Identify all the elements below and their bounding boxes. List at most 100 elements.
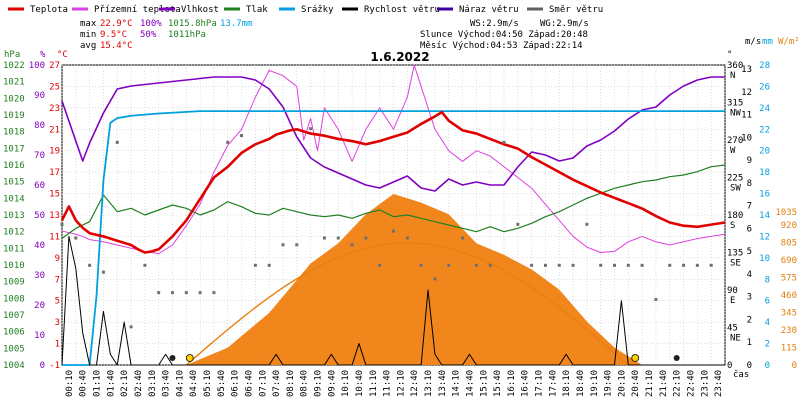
hpa-tick-label: 1014 (3, 194, 25, 204)
dir-tick-label: 135 (727, 249, 743, 259)
x-tick-label: 21:40 (659, 370, 669, 397)
dir-tick-label: 0 (727, 361, 732, 371)
stat-min-press: 1011hPa (168, 30, 206, 40)
stat-avg-temp: 15.4°C (100, 41, 133, 51)
legend: Teplota Přízemní teplota Vlhkost Tlak Srážky… (8, 5, 603, 15)
x-tick-label: 13:40 (438, 370, 448, 397)
pct-axis-label: % (40, 50, 46, 60)
x-tick-label: 17:10 (535, 370, 545, 397)
x-tick-label: 18:40 (576, 370, 586, 397)
wind-direction-point (461, 236, 465, 240)
ms-tick-label: 0 (765, 361, 770, 371)
wm2-tick-label: 690 (781, 256, 797, 266)
wind-direction-point (295, 243, 299, 247)
hpa-tick-label: 1008 (3, 294, 25, 304)
x-tick-label: 23:10 (700, 370, 710, 397)
legend-label: Přízemní teplota (94, 5, 181, 15)
ms-tick-label: 2 (765, 340, 770, 350)
ms-tick-label: 4 (765, 318, 770, 328)
hpa-tick-label: 1013 (3, 211, 25, 221)
wind-direction-point (419, 263, 423, 267)
x-tick-label: 09:10 (314, 370, 324, 397)
ms-tick-label: 26 (759, 82, 770, 92)
pct-tick-label: 20 (34, 301, 45, 311)
mm-tick-label: 6 (747, 224, 752, 234)
wind-direction-point (668, 263, 672, 267)
hpa-tick-label: 1017 (3, 144, 25, 154)
hpa-tick-label: 1004 (3, 361, 25, 371)
wind-direction-point (599, 263, 603, 267)
pct-tick-label: 40 (34, 241, 45, 251)
stat-max-rain: 13.7mm (220, 19, 253, 29)
sunrise-marker (185, 354, 194, 362)
wind-direction-point (115, 140, 119, 144)
moonrise-marker (169, 355, 176, 361)
temp-tick-label: 25 (49, 82, 60, 92)
temp-axis-label: °C (57, 50, 68, 60)
mm-tick-label: 1 (747, 338, 752, 348)
wm2-tick-label: 115 (781, 344, 797, 354)
x-tick-label: 12:10 (396, 370, 406, 397)
x-tick-label: 10:10 (341, 370, 351, 397)
wind-direction-point (640, 263, 644, 267)
x-tick-label: 00:40 (79, 370, 89, 397)
wind-direction-point (378, 263, 382, 267)
wm2-tick-label: 460 (781, 291, 797, 301)
x-tick-label: 22:40 (686, 370, 696, 397)
temp-tick-label: 21 (49, 125, 60, 135)
dir-tick-label: N (730, 71, 735, 81)
stat-moon: Měsíc Východ:04:53 Západ:22:14 (420, 41, 583, 51)
temp-tick-label: 5 (55, 297, 60, 307)
hpa-tick-label: 1007 (3, 311, 25, 321)
temp-tick-label: 11 (49, 232, 60, 242)
wind-direction-point (543, 263, 547, 267)
hpa-tick-label: 1022 (3, 61, 25, 71)
x-tick-label: 08:10 (286, 370, 296, 397)
wind-direction-point (530, 263, 534, 267)
wind-direction-point (253, 263, 257, 267)
x-tick-label: 12:40 (410, 370, 420, 397)
x-tick-label: 09:40 (327, 370, 337, 397)
dir-tick-label: 315 (727, 99, 743, 109)
mm-tick-label: 8 (747, 179, 752, 189)
x-tick-label: 06:10 (231, 370, 241, 397)
temp-tick-label: 17 (49, 168, 60, 178)
pct-tick-label: 10 (34, 331, 45, 341)
legend-label: Vlhkost (181, 5, 219, 15)
x-tick-label: 06:40 (244, 370, 254, 397)
series-line-tlak (61, 164, 726, 239)
ms-tick-label: 14 (759, 211, 770, 221)
stat-sun: Slunce Východ:04:50 Západ:20:48 (420, 30, 588, 40)
x-tick-label: 01:10 (93, 370, 103, 397)
wind-direction-point (350, 243, 354, 247)
series-line-pzemnteplota (61, 64, 726, 255)
legend-label: Náraz větru (459, 5, 519, 15)
wm2-tick-label: 1035 (775, 208, 797, 218)
wind-direction-point (198, 291, 202, 295)
wind-direction-point (322, 236, 326, 240)
wm2-tick-label: 0 (792, 361, 797, 371)
chart-title: 1.6.2022 (370, 50, 429, 64)
wind-direction-point (571, 263, 575, 267)
wind-direction-point (626, 263, 630, 267)
x-tick-label: 14:10 (452, 370, 462, 397)
x-tick-label: 21:10 (645, 370, 655, 397)
wm2-axis-label: W/m² (778, 37, 800, 47)
hpa-tick-label: 1006 (3, 328, 25, 338)
wind-direction-point (101, 270, 105, 274)
stat-max-label: max (80, 19, 97, 29)
stat-min-temp: 9.5°C (100, 30, 127, 40)
wind-direction-point (60, 222, 64, 226)
ms-tick-label: 22 (759, 125, 770, 135)
wind-direction-point (502, 140, 506, 144)
hpa-tick-label: 1015 (3, 178, 25, 188)
hpa-axis-label: hPa (4, 50, 20, 60)
temp-tick-label: 15 (49, 190, 60, 200)
x-tick-label: 03:10 (148, 370, 158, 397)
pct-tick-label: 30 (34, 271, 45, 281)
mm-axis-label: mm (762, 37, 773, 47)
wind-direction-point (143, 263, 147, 267)
dir-tick-label: NE (730, 334, 741, 344)
dir-tick-label: W (730, 146, 736, 156)
wind-direction-point (88, 263, 92, 267)
